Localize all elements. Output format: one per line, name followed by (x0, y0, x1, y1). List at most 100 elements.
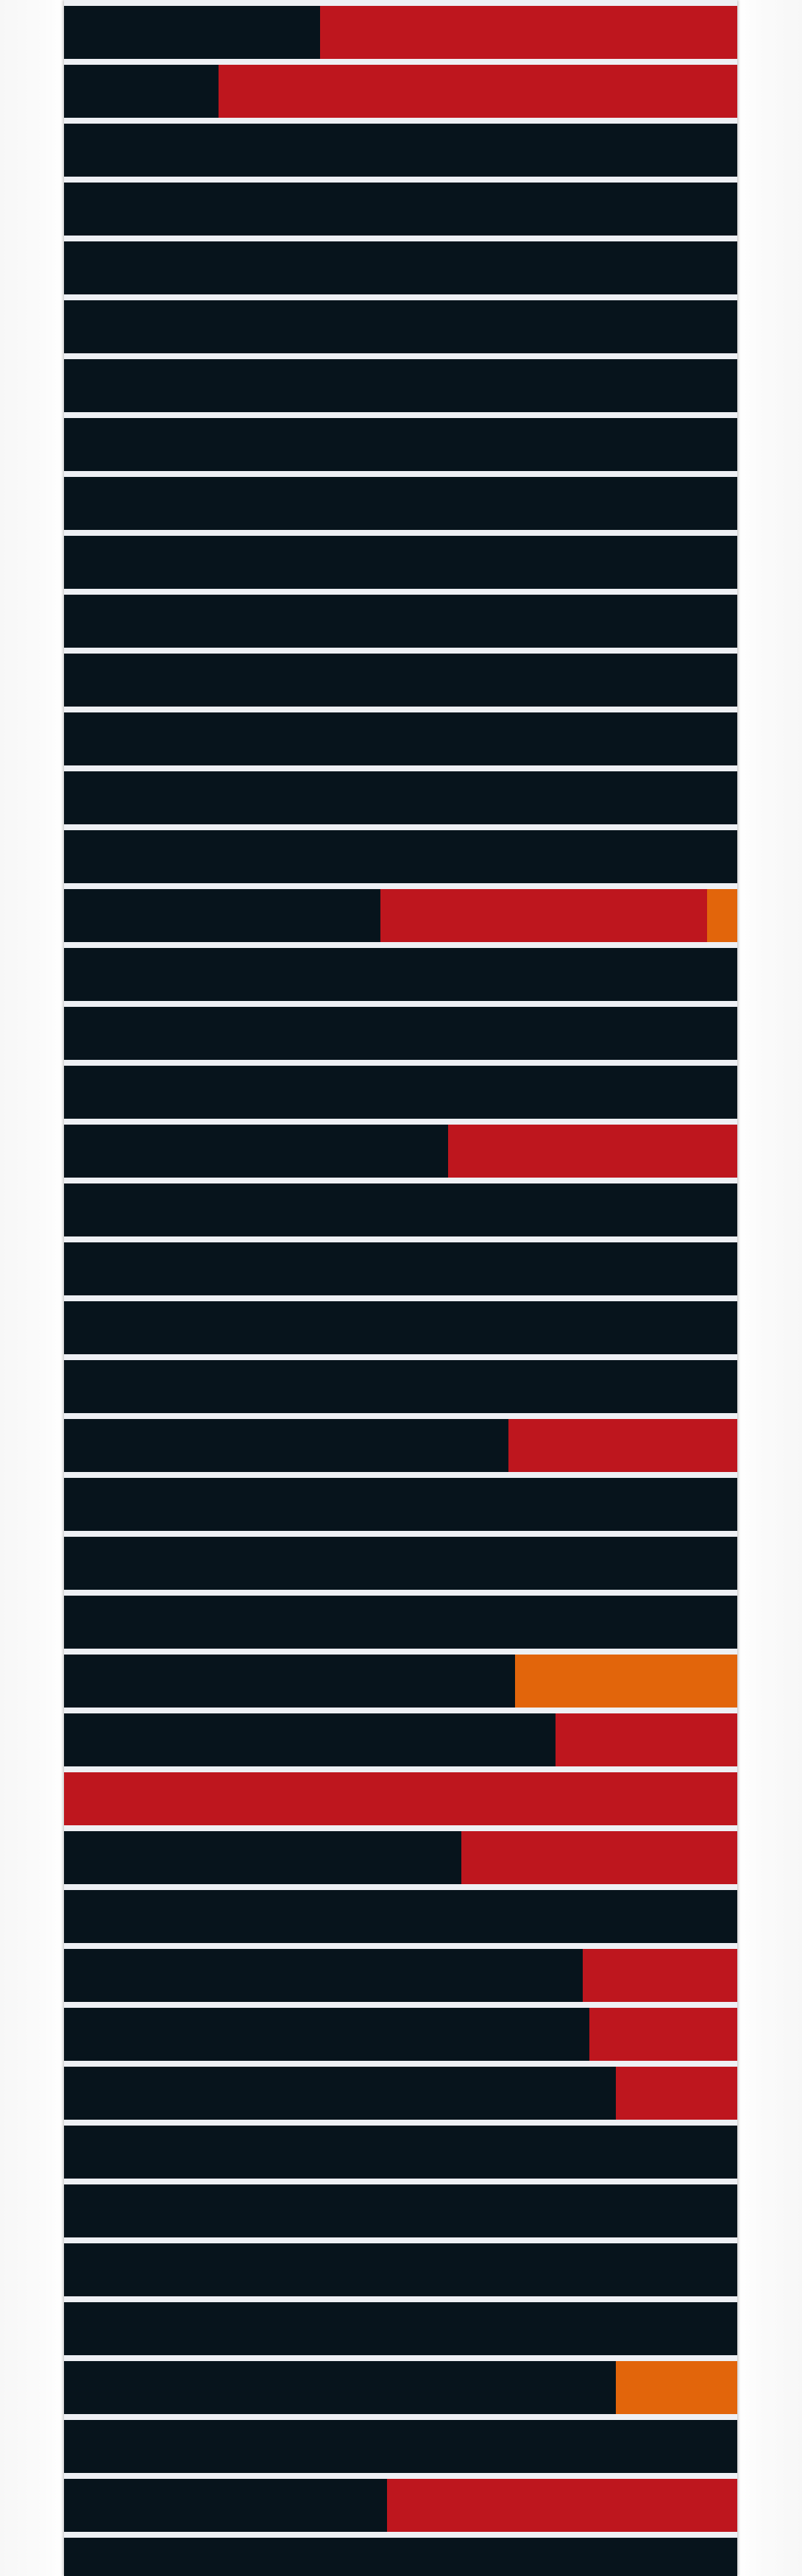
status-segment-fail (320, 6, 737, 59)
status-segment-fail (583, 1949, 737, 2002)
status-row (64, 2184, 737, 2237)
status-segment-ok (64, 1713, 556, 1766)
status-row (64, 1007, 737, 1060)
status-segment-fail (508, 1419, 737, 1472)
status-row (64, 1596, 737, 1649)
status-row (64, 2479, 737, 2532)
status-row (64, 1537, 737, 1590)
status-segment-ok (64, 1419, 508, 1472)
status-segment-ok (64, 1007, 737, 1060)
status-row (64, 183, 737, 236)
status-row (64, 1713, 737, 1766)
status-row (64, 2538, 737, 2576)
status-segment-fail (461, 1831, 737, 1884)
status-segment-ok (64, 183, 737, 236)
status-segment-ok (64, 1890, 737, 1943)
status-row (64, 1478, 737, 1531)
status-segment-warn (616, 2361, 737, 2414)
status-segment-ok (64, 2067, 616, 2120)
status-row (64, 1242, 737, 1295)
status-row (64, 1360, 737, 1413)
status-segment-ok (64, 1183, 737, 1236)
status-segment-ok (64, 2008, 589, 2061)
status-segment-ok (64, 418, 737, 471)
status-row (64, 1183, 737, 1236)
status-row (64, 2126, 737, 2179)
status-segment-ok (64, 300, 737, 353)
status-row (64, 6, 737, 59)
status-row (64, 830, 737, 883)
status-segment-ok (64, 1125, 448, 1178)
status-row (64, 1890, 737, 1943)
status-row (64, 1066, 737, 1119)
status-row (64, 1419, 737, 1472)
status-bar-column (64, 0, 737, 2576)
status-segment-fail (64, 1772, 737, 1825)
status-segment-ok (64, 2302, 737, 2355)
status-segment-ok (64, 830, 737, 883)
status-segment-warn (707, 889, 737, 942)
status-row (64, 1125, 737, 1178)
status-row (64, 654, 737, 707)
status-segment-ok (64, 536, 737, 589)
status-row (64, 1655, 737, 1708)
status-row (64, 2302, 737, 2355)
status-row (64, 1772, 737, 1825)
status-segment-ok (64, 1242, 737, 1295)
status-segment-ok (64, 2243, 737, 2296)
status-segment-ok (64, 1831, 461, 1884)
status-segment-ok (64, 241, 737, 294)
status-segment-ok (64, 477, 737, 530)
status-row (64, 948, 737, 1001)
status-segment-fail (616, 2067, 737, 2120)
status-segment-ok (64, 1655, 515, 1708)
status-row (64, 2067, 737, 2120)
status-segment-ok (64, 2420, 737, 2473)
status-segment-ok (64, 712, 737, 765)
status-segment-fail (219, 65, 737, 118)
status-segment-ok (64, 1537, 737, 1590)
status-row (64, 1301, 737, 1354)
status-row (64, 418, 737, 471)
status-segment-ok (64, 2361, 616, 2414)
status-segment-fail (556, 1713, 737, 1766)
status-segment-ok (64, 595, 737, 648)
status-segment-fail (448, 1125, 737, 1178)
status-row (64, 889, 737, 942)
status-row (64, 1831, 737, 1884)
status-row-list (64, 6, 737, 2576)
status-segment-fail (589, 2008, 737, 2061)
status-segment-fail (380, 889, 707, 942)
status-segment-ok (64, 771, 737, 824)
status-segment-ok (64, 2479, 387, 2532)
status-segment-warn (515, 1655, 737, 1708)
status-row (64, 2361, 737, 2414)
status-row (64, 771, 737, 824)
status-row (64, 300, 737, 353)
status-row (64, 712, 737, 765)
status-row (64, 1949, 737, 2002)
status-segment-ok (64, 1596, 737, 1649)
status-segment-ok (64, 1066, 737, 1119)
status-segment-ok (64, 1360, 737, 1413)
status-segment-ok (64, 65, 219, 118)
status-row (64, 595, 737, 648)
status-row (64, 2243, 737, 2296)
status-segment-ok (64, 1301, 737, 1354)
status-row (64, 2420, 737, 2473)
status-row (64, 359, 737, 412)
status-row (64, 65, 737, 118)
status-row (64, 536, 737, 589)
status-segment-ok (64, 1478, 737, 1531)
status-row (64, 124, 737, 177)
status-segment-ok (64, 6, 320, 59)
status-segment-ok (64, 948, 737, 1001)
status-segment-ok (64, 1949, 583, 2002)
status-segment-ok (64, 654, 737, 707)
status-row (64, 241, 737, 294)
status-segment-ok (64, 2184, 737, 2237)
status-row (64, 477, 737, 530)
status-segment-ok (64, 889, 380, 942)
status-row (64, 2008, 737, 2061)
